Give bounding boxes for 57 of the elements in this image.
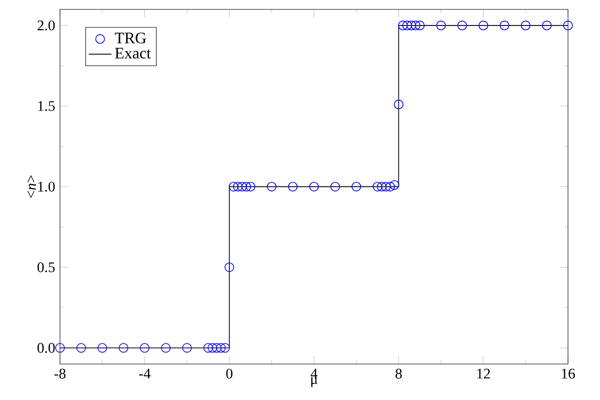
x-axis-title: μ [311, 377, 318, 387]
x-tick-label: 16 [562, 368, 575, 379]
point [246, 182, 256, 192]
x-tick-label: 0 [226, 368, 232, 379]
point [76, 343, 86, 353]
point [394, 100, 404, 110]
point [140, 343, 150, 353]
y-tick-label: 2.0 [38, 20, 55, 30]
point [376, 182, 387, 192]
point [228, 182, 238, 192]
point [203, 343, 213, 353]
point [385, 182, 396, 192]
x-tick-label: 4 [310, 368, 318, 378]
point [118, 343, 128, 353]
y-tick-label: 0.5 [38, 262, 55, 272]
point [216, 343, 226, 353]
point [55, 343, 65, 353]
point [224, 262, 234, 272]
point [182, 343, 192, 353]
y-tick-label: 1.5 [38, 101, 55, 112]
point [309, 182, 319, 192]
x-tick-label: -4 [139, 368, 151, 378]
point [372, 182, 382, 192]
point [233, 182, 243, 192]
point [410, 20, 420, 30]
point [330, 182, 340, 192]
point [381, 182, 391, 192]
point [352, 182, 362, 192]
y-axis-title: <n> [27, 175, 36, 198]
point [237, 182, 247, 192]
point [520, 20, 530, 30]
point [402, 20, 412, 30]
point [98, 343, 108, 353]
y-tick-label: 1.0 [38, 182, 55, 192]
legend-label: TRG [114, 32, 146, 44]
x-tick-label: 12 [477, 368, 490, 378]
x-tick-label: 8 [396, 368, 402, 379]
point [208, 343, 218, 353]
point [212, 343, 222, 353]
y-tick-label: 0.0 [38, 342, 55, 353]
point [288, 182, 298, 192]
x-tick-label: -8 [54, 368, 66, 379]
point [406, 20, 416, 30]
legend-label: Exact [115, 48, 151, 59]
point [563, 20, 573, 30]
point [500, 20, 510, 30]
point [478, 20, 488, 30]
point [241, 182, 252, 192]
point [457, 20, 467, 30]
point [415, 20, 425, 30]
point [266, 182, 276, 192]
point [161, 343, 171, 353]
point [398, 20, 408, 30]
point [436, 20, 446, 30]
point [542, 20, 552, 30]
point [220, 343, 230, 353]
point [390, 180, 400, 190]
